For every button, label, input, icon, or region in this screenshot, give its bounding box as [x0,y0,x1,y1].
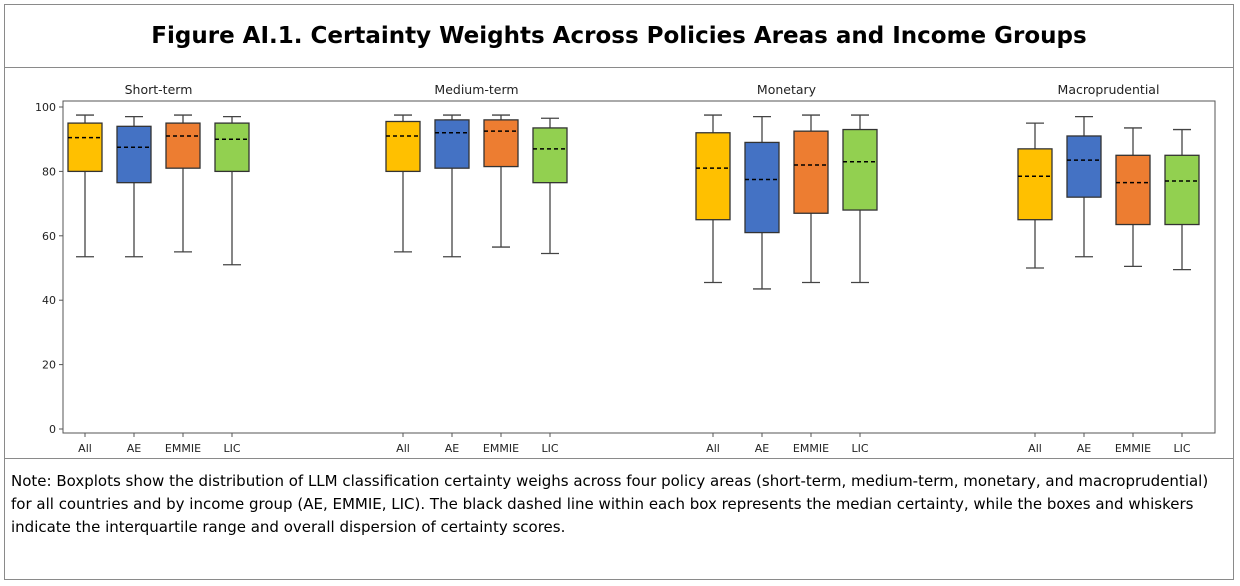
box-ae [116,125,152,184]
box-all [695,132,731,221]
box-all [385,120,421,173]
figure-note: Note: Boxplots show the distribution of … [11,472,1209,536]
panel-title: Monetary [757,82,817,97]
figure-frame: Figure AI.1. Certainty Weights Across Po… [4,4,1234,580]
plot-area [62,100,1216,434]
x-tick-label: EMMIE [483,442,519,455]
x-tick-label: All [706,442,720,455]
boxplot-chart: 0 20 40 60 80 100 Short-term All AE EMMIE LIC Mediu… [35,82,1216,455]
x-tick-label: EMMIE [165,442,201,455]
x-tick-label: EMMIE [793,442,829,455]
x-tick-label: AE [1077,442,1092,455]
x-tick-label: All [1028,442,1042,455]
y-tick-label: 0 [49,423,56,436]
box-all [67,122,103,173]
x-tick-label: All [78,442,92,455]
y-tick-label: 80 [42,165,56,178]
x-tick-label: LIC [1173,442,1190,455]
x-tick-label: LIC [541,442,558,455]
panel-title: Short-term [125,82,193,97]
box-all [1017,148,1053,221]
figure-title: Figure AI.1. Certainty Weights Across Po… [151,23,1087,49]
x-tick-label: LIC [223,442,240,455]
box-lic [842,128,878,211]
y-tick-label: 60 [42,230,56,243]
x-tick-label: AE [127,442,142,455]
box-emmie [793,130,829,214]
x-tick-label: AE [755,442,770,455]
box-emmie [483,119,519,168]
x-tick-label: EMMIE [1115,442,1151,455]
x-tick-label: LIC [851,442,868,455]
panel-title: Medium-term [434,82,518,97]
y-tick-label: 100 [35,101,56,114]
note-divider [5,458,1233,459]
panel-title: Macroprudential [1058,82,1160,97]
box-ae [434,119,470,169]
x-tick-label: AE [445,442,460,455]
box-lic [1164,154,1200,226]
box-emmie [1115,154,1151,226]
box-ae [744,141,780,234]
title-divider [5,67,1233,68]
y-tick-label: 20 [42,359,56,372]
box-lic [532,127,568,184]
y-tick-label: 40 [42,294,56,307]
box-ae [1066,135,1102,198]
box-emmie [165,122,201,169]
box-lic [214,122,250,173]
x-tick-label: All [396,442,410,455]
